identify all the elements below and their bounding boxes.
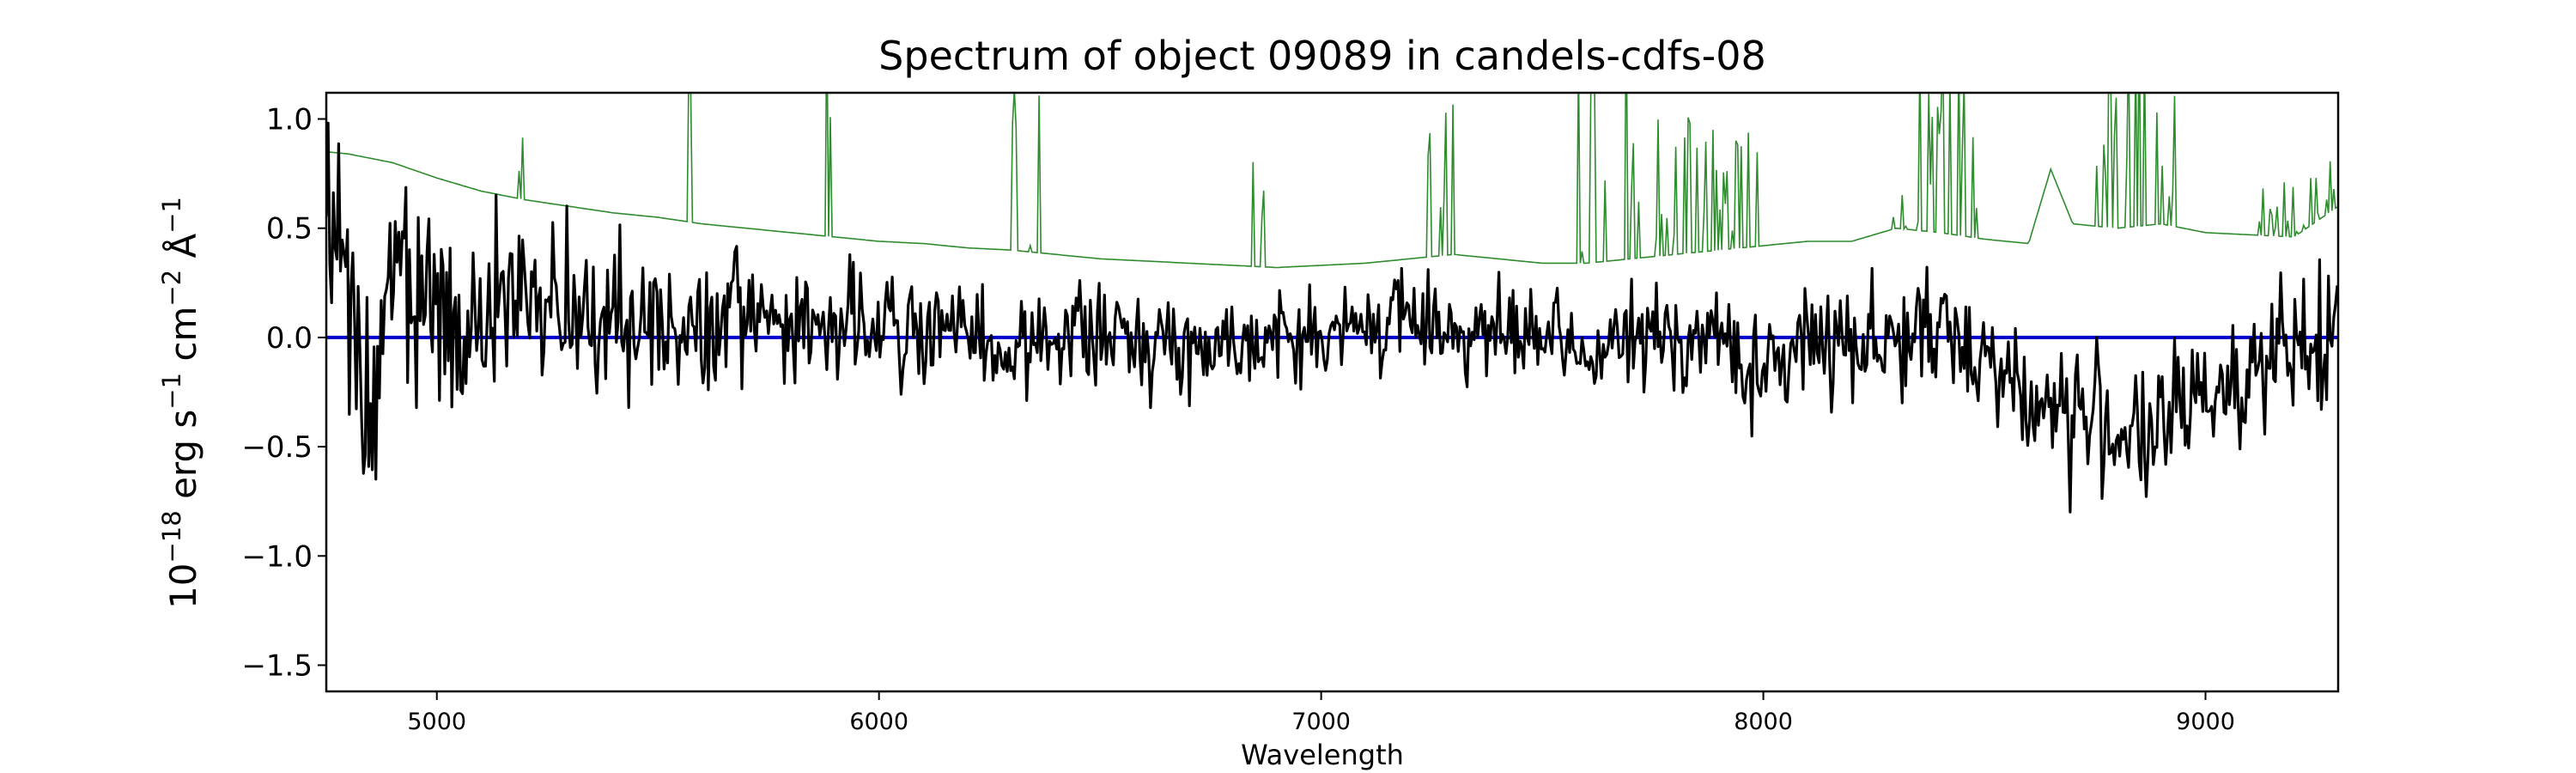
chart-title: Spectrum of object 09089 in candels-cdfs…	[878, 33, 1766, 79]
error-spectrum-line	[326, 93, 2338, 269]
x-tick-label: 8000	[1734, 709, 1793, 735]
y-tick-label: 1.0	[266, 103, 313, 137]
y-axis: −1.5 −1.0 −0.5 0.0 0.5 1.0	[241, 103, 326, 683]
y-tick-label: 0.5	[266, 212, 313, 247]
flux-spectrum-line	[326, 121, 2338, 514]
x-tick-label: 6000	[849, 709, 908, 735]
x-axis: 5000 6000 7000 8000 9000	[407, 691, 2235, 735]
plot-area	[325, 91, 2340, 693]
x-tick-label: 7000	[1291, 709, 1351, 735]
y-tick-label: −0.5	[241, 430, 313, 465]
y-axis-label: 10−18 erg s−1 cm−2 Å−1	[157, 197, 204, 609]
plot-frame	[325, 91, 2340, 693]
x-tick-label: 9000	[2176, 709, 2235, 735]
y-tick-label: 0.0	[266, 321, 313, 356]
x-axis-label: Wavelength	[1241, 739, 1404, 771]
y-tick-label: −1.5	[241, 648, 313, 683]
y-tick-label: −1.0	[241, 539, 313, 574]
x-tick-label: 5000	[407, 709, 466, 735]
